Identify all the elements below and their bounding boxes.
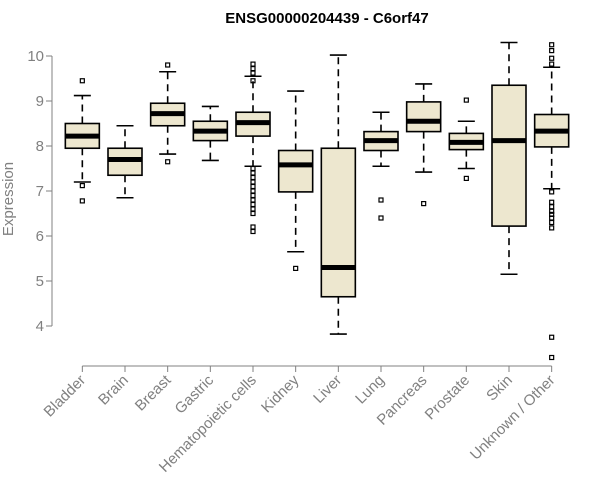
outlier-point — [250, 174, 256, 181]
y-tick-label: 9 — [36, 93, 44, 110]
box-hematopoietic-cells — [235, 61, 271, 235]
y-tick-label: 10 — [27, 48, 44, 65]
outlier-point — [293, 265, 299, 271]
box-kidney — [277, 90, 314, 271]
outlier-point — [549, 61, 555, 67]
outlier-point — [463, 97, 469, 103]
outlier-point — [250, 197, 256, 203]
outlier-point — [549, 189, 555, 195]
outlier-point — [250, 192, 256, 199]
x-tick-label: Breast — [132, 371, 175, 414]
x-tick-label: Lung — [352, 372, 388, 408]
outlier-point — [250, 65, 256, 72]
outlier-point — [250, 210, 256, 217]
outlier-point — [250, 228, 256, 235]
outlier-point — [165, 62, 171, 68]
outlier-point — [250, 224, 256, 230]
outlier-point — [250, 179, 256, 185]
outlier-point — [549, 55, 555, 61]
chart-title: ENSG00000204439 - C6orf47 — [225, 10, 428, 27]
box-pancreas — [405, 83, 442, 207]
iqr-box — [491, 84, 527, 227]
outlier-point — [549, 42, 555, 48]
outlier-point — [378, 197, 384, 203]
box-unknown-other — [533, 42, 570, 361]
iqr-box — [320, 147, 357, 298]
box-gastric — [192, 105, 229, 162]
outlier-point — [79, 78, 85, 84]
outlier-point — [549, 354, 555, 361]
outlier-point — [250, 188, 256, 194]
outlier-point — [250, 183, 256, 190]
outlier-point — [549, 334, 555, 340]
iqr-box — [277, 149, 314, 193]
y-tick-label: 7 — [36, 183, 44, 200]
y-tick-label: 4 — [36, 318, 44, 335]
y-axis: 4 5 6 7 8 9 10 — [27, 48, 53, 335]
x-tick-label: Bladder — [41, 372, 90, 421]
outlier-point — [549, 199, 555, 205]
y-tick-label: 6 — [36, 228, 44, 245]
x-tick-label: Liver — [310, 372, 345, 407]
outlier-point — [250, 201, 256, 208]
outlier-point — [549, 219, 555, 226]
outlier-point — [250, 170, 256, 176]
outlier-point — [549, 225, 555, 231]
outlier-point — [165, 159, 171, 165]
box-bladder — [64, 78, 101, 204]
box-prostate — [448, 97, 485, 181]
outlier-point — [250, 70, 256, 76]
x-tick-label: Kidney — [258, 371, 303, 416]
outlier-point — [79, 198, 85, 204]
outlier-point — [378, 215, 384, 221]
box-breast — [149, 62, 186, 165]
outlier-point — [250, 165, 256, 172]
boxplot-series — [64, 41, 570, 361]
box-brain — [107, 124, 143, 199]
outlier-point — [463, 175, 469, 181]
box-liver — [320, 54, 357, 335]
y-tick-label: 8 — [36, 138, 44, 155]
iqr-box — [405, 101, 442, 133]
box-lung — [363, 111, 399, 221]
outlier-point — [549, 208, 555, 214]
x-tick-label: Brain — [95, 372, 132, 409]
box-skin — [491, 41, 527, 276]
outlier-point — [250, 206, 256, 212]
outlier-point — [549, 47, 555, 54]
outlier-point — [250, 78, 256, 84]
outlier-point — [421, 201, 427, 207]
outlier-point — [250, 61, 256, 67]
y-tick-label: 5 — [36, 273, 44, 290]
y-axis-title: Expression — [0, 162, 17, 236]
x-tick-label: Skin — [483, 372, 516, 405]
outlier-point — [549, 204, 555, 210]
x-tick-label: Prostate — [422, 372, 474, 424]
outlier-point — [79, 183, 85, 189]
